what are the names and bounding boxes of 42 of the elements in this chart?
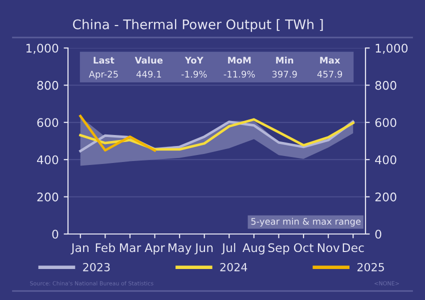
x-tick-label: May (168, 243, 192, 254)
y-tick-label: 1,000 (26, 44, 58, 54)
annotation: Max (320, 56, 340, 64)
annotation: Apr-25 (88, 70, 118, 80)
x-tick-label: Oct (294, 243, 314, 252)
legend-label: 2024 (220, 262, 248, 272)
y-tick-label: 200 (37, 192, 58, 202)
y2-tick-label: 0 (375, 230, 382, 239)
x-tick-label: Apr (144, 243, 165, 254)
annotation: 397.9 (272, 70, 297, 78)
x-tick-label: Feb (96, 243, 115, 252)
x-tick-label: Jun (194, 243, 213, 254)
y-tick-label: 600 (37, 118, 58, 128)
x-tick-label: Mar (120, 243, 142, 252)
annotation: YoY (184, 56, 204, 64)
annotation: MoM (228, 56, 251, 64)
annotation: 457.9 (317, 70, 342, 78)
y-tick-label: 0 (52, 230, 58, 239)
y2-tick-label: 400 (375, 155, 396, 164)
annotation: -11.9% (224, 70, 255, 78)
y2-tick-label: 1,000 (376, 44, 408, 54)
legend-label: 2023 (83, 262, 110, 272)
y2-tick-label: 600 (375, 118, 396, 128)
legend-label: 2025 (357, 262, 384, 272)
line-series (79, 114, 156, 152)
annotation: Value (134, 56, 163, 64)
x-tick-label: Dec (342, 243, 364, 252)
y2-tick-label: 200 (375, 192, 396, 202)
annotation: 5-year min & max range (251, 218, 361, 227)
annotation: -1.9% (181, 70, 207, 78)
x-tick-label: Jul (221, 243, 236, 254)
y-tick-label: 800 (37, 80, 58, 90)
annotation: 449.1 (136, 70, 162, 78)
x-tick-label: Jan (70, 243, 88, 254)
x-tick-label: Nov (318, 243, 340, 252)
y-tick-label: 400 (37, 155, 58, 164)
x-tick-label: Aug (242, 243, 264, 254)
x-tick-label: Sep (268, 243, 290, 254)
annotation: Last (94, 56, 114, 64)
y2-tick-label: 800 (375, 80, 396, 90)
chart-title: China - Thermal Power Output [ TWh ] (72, 19, 323, 32)
annotation: Min (276, 56, 294, 64)
